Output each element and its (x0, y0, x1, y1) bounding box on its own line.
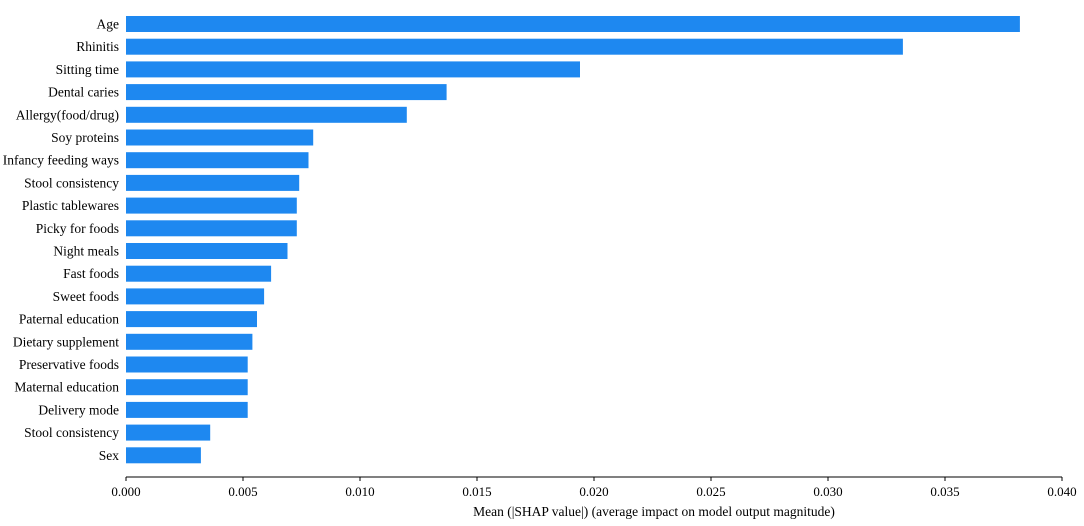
x-tick-label: 0.000 (111, 484, 140, 499)
category-label: Preservative foods (19, 357, 119, 372)
bar (126, 152, 309, 169)
category-label: Sitting time (56, 62, 119, 77)
bar (126, 106, 407, 123)
category-label: Rhinitis (76, 39, 119, 54)
bar (126, 16, 1020, 32)
category-labels-group: Age Rhinitis Sitting time Dental caries Alle… (3, 17, 119, 463)
x-tick-label: 0.005 (228, 484, 257, 499)
bar (126, 61, 580, 78)
category-label: Sex (99, 448, 120, 463)
category-label: Sweet foods (53, 289, 119, 304)
bar (126, 129, 314, 146)
bar (126, 288, 265, 305)
category-label: Delivery mode (38, 402, 119, 417)
bar (126, 197, 297, 214)
category-label: Night meals (53, 244, 119, 259)
category-label: Dental caries (48, 85, 119, 100)
x-tick-label: 0.030 (813, 484, 842, 499)
bar (126, 265, 272, 282)
category-label: Maternal education (14, 380, 119, 395)
category-label: Fast foods (63, 266, 119, 281)
bar (126, 447, 201, 464)
category-label: Allergy(food/drug) (16, 107, 119, 122)
category-label: Infancy feeding ways (3, 153, 119, 168)
category-label: Soy proteins (51, 130, 119, 145)
category-label: Picky for foods (36, 221, 119, 236)
x-axis-label: Mean (|SHAP value|) (average impact on m… (473, 504, 835, 519)
x-tick-label: 0.010 (345, 484, 374, 499)
x-tick-label: 0.015 (462, 484, 491, 499)
category-label: Plastic tablewares (22, 198, 119, 213)
category-label: Dietary supplement (13, 334, 119, 349)
bar (126, 38, 903, 55)
x-tick-label: 0.035 (930, 484, 959, 499)
category-label: Stool consistency (24, 175, 119, 190)
bar (126, 401, 248, 418)
bar (126, 220, 297, 237)
category-label: Paternal education (19, 312, 119, 327)
bar (126, 379, 248, 396)
bar (126, 84, 447, 101)
bar (126, 243, 288, 259)
category-label: Age (97, 17, 120, 32)
bar (126, 424, 211, 441)
bar (126, 174, 300, 191)
x-tick-label: 0.025 (696, 484, 725, 499)
x-ticks-group: 0.000 0.005 0.010 0.015 0.020 0.025 0.030 0.035… (111, 477, 1077, 499)
x-tick-label: 0.040 (1047, 484, 1076, 499)
bar (126, 356, 248, 373)
category-label: Stool consistency (24, 425, 119, 440)
bar (126, 333, 253, 350)
bar (126, 311, 257, 328)
bars-group (126, 16, 1020, 464)
x-tick-label: 0.020 (579, 484, 608, 499)
